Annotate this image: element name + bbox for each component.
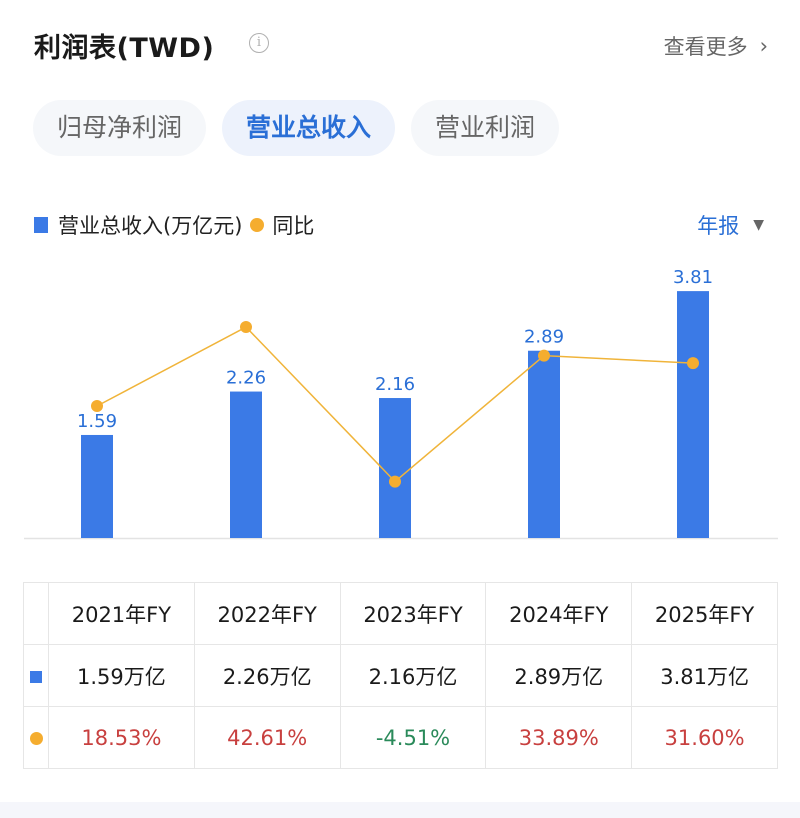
page-title: 利润表(TWD) [34,33,215,64]
bar-data-label: 2.89 [524,327,564,348]
bar-series-marker [30,670,42,683]
table-cell: 2.89万亿 [485,644,633,707]
table-cell: 2.16万亿 [339,644,487,707]
legend-line-swatch [250,218,265,232]
period-label: 年报 [697,214,740,238]
table-cell: 42.61% [193,706,341,769]
table-cell: 3.81万亿 [631,644,778,707]
table-row-yoy: 18.53% 42.61% -4.51% 33.89% 31.60% [23,706,778,769]
tab-net-profit[interactable]: 归母净利润 [33,100,207,156]
data-table: 2021年FY 2022年FY 2023年FY 2024年FY 2025年FY … [23,582,778,769]
table-cell: -4.51% [339,706,487,769]
legend-bar-swatch [34,217,48,233]
table-cell: 1.59万亿 [48,644,195,707]
view-more-link[interactable]: 查看更多 › [664,31,768,61]
bar-data-label: 2.16 [375,374,415,395]
view-more-label: 查看更多 [663,35,748,59]
table-header: 2023年FY [339,582,487,645]
table-header: 2021年FY [48,582,195,645]
tab-operating-profit[interactable]: 营业利润 [411,100,560,156]
tab-total-revenue[interactable]: 营业总收入 [222,100,396,156]
yoy-point [538,349,550,362]
bar [379,398,411,538]
yoy-point [389,475,401,488]
bar [81,434,113,538]
footer-band [0,802,800,818]
table-header: 2022年FY [193,582,341,645]
table-header-row: 2021年FY 2022年FY 2023年FY 2024年FY 2025年FY [23,582,778,645]
chart: 1.59 2.26 2.16 2.89 3.81 [24,267,778,540]
yoy-point [687,357,699,370]
table-cell: 31.60% [631,706,778,769]
table-row-revenue: 1.59万亿 2.26万亿 2.16万亿 2.89万亿 3.81万亿 [23,644,778,707]
bar [230,391,262,538]
chart-legend: 营业总收入(万亿元) 同比 [34,210,314,240]
table-header: 2024年FY [485,582,633,645]
table-cell: 33.89% [485,706,633,769]
period-dropdown[interactable]: 年报 ▼ [697,210,764,240]
yoy-point [240,321,252,334]
info-icon[interactable]: i [249,33,269,53]
table-header: 2025年FY [631,582,778,645]
bar [677,291,709,538]
bar [528,350,560,538]
line-series-marker [29,731,43,745]
bar-data-label: 1.59 [77,411,117,432]
tab-bar: 归母净利润 营业总收入 营业利润 [33,100,560,156]
bar-data-label: 2.26 [226,368,266,389]
yoy-point [91,400,103,413]
legend-bar-label: 营业总收入(万亿元) [58,214,243,238]
bar-data-label: 3.81 [673,267,713,288]
table-cell: 18.53% [48,706,195,769]
triangle-down-icon: ▼ [753,217,764,233]
table-cell: 2.26万亿 [193,644,341,707]
legend-line-label: 同比 [272,214,315,238]
chevron-right-icon: › [759,34,768,58]
